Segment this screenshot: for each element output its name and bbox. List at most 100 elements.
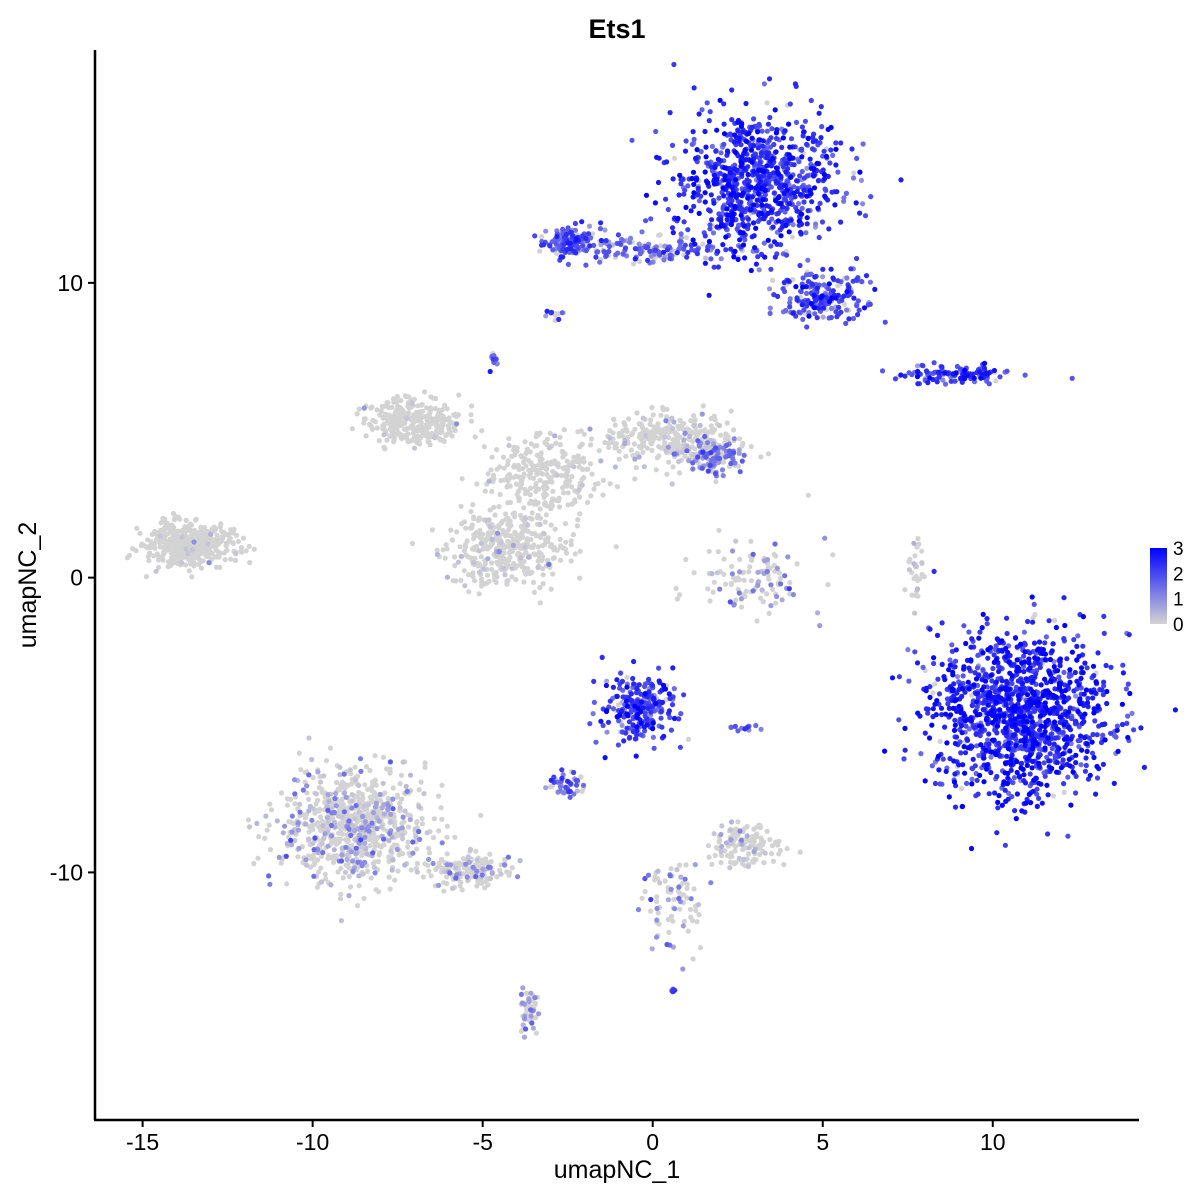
- scatter-point: [419, 815, 425, 822]
- scatter-point: [537, 248, 543, 254]
- scatter-point: [540, 566, 546, 572]
- scatter-point: [316, 785, 322, 791]
- scatter-point: [585, 231, 592, 237]
- scatter-point: [948, 378, 954, 384]
- scatter-point: [656, 436, 662, 442]
- scatter-point: [616, 448, 622, 454]
- scatter-point: [397, 781, 403, 787]
- scatter-point: [177, 547, 183, 553]
- scatter-point: [906, 567, 913, 573]
- scatter-point: [688, 418, 694, 424]
- scatter-point: [614, 484, 621, 490]
- scatter-point: [799, 124, 806, 130]
- scatter-point: [649, 447, 655, 453]
- scatter-point: [267, 847, 274, 853]
- scatter-point: [643, 218, 649, 224]
- scatter-point: [529, 544, 535, 550]
- scatter-point: [587, 721, 593, 727]
- scatter-point: [677, 862, 683, 868]
- scatter-point: [483, 543, 489, 549]
- scatter-point: [644, 445, 651, 451]
- scatter-point: [532, 552, 538, 558]
- scatter-point: [325, 815, 331, 821]
- scatter-point: [1090, 731, 1096, 738]
- scatter-point: [684, 448, 690, 454]
- scatter-point: [723, 442, 730, 448]
- scatter-point: [356, 873, 362, 879]
- scatter-point: [920, 664, 926, 671]
- scatter-point: [578, 774, 584, 780]
- scatter-point: [647, 421, 653, 427]
- scatter-point: [759, 839, 765, 845]
- scatter-point: [502, 530, 508, 536]
- scatter-point: [362, 416, 368, 422]
- scatter-point: [528, 460, 534, 466]
- scatter-point: [246, 824, 253, 830]
- scatter-point: [655, 421, 661, 427]
- scatter-point: [731, 436, 737, 442]
- scatter-point: [677, 592, 683, 598]
- scatter-point: [518, 555, 524, 561]
- scatter-point: [714, 570, 720, 576]
- scatter-point: [298, 767, 304, 773]
- scatter-point: [607, 435, 613, 441]
- scatter-point: [318, 827, 324, 834]
- scatter-point: [276, 854, 282, 861]
- scatter-point: [835, 169, 841, 175]
- scatter-point: [485, 864, 492, 870]
- scatter-point: [453, 875, 459, 881]
- scatter-point: [1129, 710, 1135, 717]
- scatter-point: [351, 827, 358, 834]
- scatter-point: [422, 760, 428, 766]
- scatter-point: [233, 551, 239, 557]
- scatter-point: [758, 726, 764, 732]
- scatter-point: [319, 818, 325, 824]
- scatter-point: [648, 216, 654, 222]
- scatter-point: [133, 548, 139, 554]
- scatter-point: [732, 723, 738, 730]
- scatter-point: [718, 859, 724, 866]
- scatter-point: [523, 450, 529, 456]
- scatter-point: [602, 227, 608, 233]
- scatter-point: [596, 448, 602, 454]
- scatter-point: [415, 439, 421, 445]
- scatter-point: [191, 527, 198, 533]
- scatter-point: [376, 438, 382, 444]
- scatter-point: [741, 856, 747, 862]
- scatter-point: [426, 845, 432, 851]
- scatter-point: [526, 999, 532, 1005]
- scatter-point: [737, 569, 743, 575]
- scatter-point: [659, 724, 665, 730]
- scatter-point: [775, 842, 781, 848]
- scatter-point: [387, 886, 393, 892]
- scatter-point: [126, 552, 132, 559]
- scatter-point: [507, 518, 513, 524]
- scatter-point: [546, 561, 552, 568]
- scatter-point: [540, 530, 547, 536]
- scatter-point: [709, 571, 715, 577]
- scatter-point: [678, 231, 684, 237]
- scatter-point: [600, 492, 606, 498]
- scatter-point: [654, 917, 660, 923]
- scatter-point: [391, 437, 397, 443]
- scatter-point: [700, 241, 706, 247]
- scatter-point: [761, 860, 767, 866]
- scatter-point: [666, 929, 672, 936]
- scatter-point: [416, 804, 422, 810]
- scatter-point: [615, 232, 622, 238]
- scatter-point: [295, 827, 301, 833]
- scatter-point: [707, 462, 713, 468]
- scatter-point: [989, 678, 995, 684]
- scatter-point: [439, 840, 445, 846]
- scatter-point: [532, 995, 538, 1001]
- scatter-point: [848, 266, 854, 272]
- scatter-point: [642, 889, 648, 895]
- scatter-point: [292, 801, 298, 807]
- scatter-points: [124, 61, 1178, 1040]
- scatter-point: [784, 846, 790, 852]
- scatter-point: [770, 586, 776, 593]
- scatter-point: [664, 406, 670, 412]
- scatter-point: [348, 832, 354, 839]
- scatter-point: [274, 818, 280, 824]
- scatter-point: [425, 862, 431, 868]
